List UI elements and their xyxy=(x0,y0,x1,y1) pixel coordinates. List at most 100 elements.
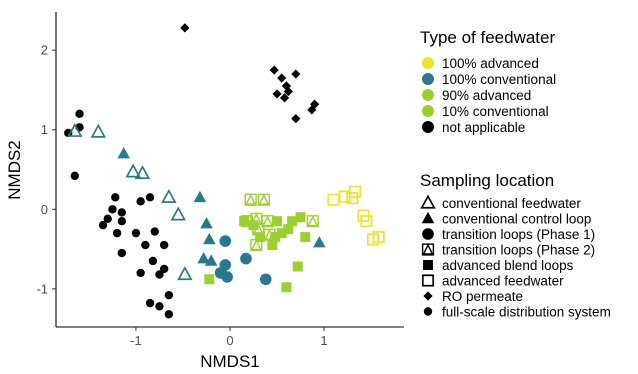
full_scale-point-8-dot xyxy=(145,193,155,202)
full_scale-point-15 xyxy=(141,240,150,250)
legend-shape-key-advanced_blend-square xyxy=(423,260,433,270)
advanced_blend-point-4 xyxy=(276,228,287,239)
advanced_blend-point-6-square xyxy=(287,216,298,227)
full_scale-point-1-dot xyxy=(75,109,84,119)
ro_permeate-point-9 xyxy=(307,105,317,115)
y-tick-label-1: 0 xyxy=(41,202,48,217)
transition_p1-point-5 xyxy=(259,273,272,286)
full_scale-point-18-dot xyxy=(148,256,158,266)
full_scale-point-23-dot xyxy=(155,302,164,311)
conventional_control-point-2 xyxy=(200,216,213,229)
advanced_feedwater-point-2-square xyxy=(349,185,362,198)
legend-shape-key-advanced_feedwater-square xyxy=(421,274,435,287)
ro_permeate-point-6-diamond xyxy=(283,86,293,97)
conventional_feedwater-point-0-triangle xyxy=(67,122,83,137)
conventional_control-point-0 xyxy=(117,146,130,159)
legend-shape-label-transition_p1: transition loops (Phase 1) xyxy=(442,227,595,242)
advanced_blend-point-1 xyxy=(248,220,259,231)
transition_p1-point-5-dot xyxy=(259,273,272,286)
legend-shape-key-conventional_feedwater xyxy=(420,194,436,209)
full_scale-point-11-dot xyxy=(98,220,108,230)
full_scale-point-14 xyxy=(150,227,159,236)
legend-color-label-ninety_advanced: 90% advanced xyxy=(442,88,531,103)
conventional_control-point-6-triangle xyxy=(197,251,210,264)
ro_permeate-point-1 xyxy=(269,65,279,75)
transition_p2-point-0-triangle xyxy=(245,193,257,205)
y-tick-label-3: 2 xyxy=(41,43,48,58)
advanced_blend-point-9-square xyxy=(272,216,283,227)
ro_permeate-point-0 xyxy=(180,23,190,33)
ro_permeate-point-8-diamond xyxy=(310,99,320,109)
legend-shape-key-transition_p1-dot xyxy=(422,228,434,240)
x-tick-label-0: -1 xyxy=(130,333,142,348)
advanced_blend-point-0 xyxy=(239,216,250,227)
ro_permeate-point-5 xyxy=(272,89,282,99)
advanced_blend-point-4-square xyxy=(276,228,287,239)
full_scale-point-13 xyxy=(131,228,141,238)
conventional_feedwater-point-6-triangle xyxy=(177,266,193,281)
full_scale-point-6 xyxy=(117,208,127,217)
full_scale-point-21-dot xyxy=(145,298,155,308)
full_scale-point-13-dot xyxy=(131,228,141,238)
ro_permeate-point-3 xyxy=(291,69,301,79)
full_scale-point-1 xyxy=(75,109,84,119)
conventional_feedwater-point-2-triangle xyxy=(125,163,141,178)
full_scale-point-10-dot xyxy=(117,217,127,226)
advanced_blend-point-7 xyxy=(295,212,306,223)
legend-color-title: Type of feedwater xyxy=(420,28,555,47)
x-tick-label-2: 1 xyxy=(320,333,327,348)
full_scale-point-11 xyxy=(98,220,108,230)
legend-shape-key-full_scale-dot xyxy=(423,307,433,316)
conventional_control-point-3-triangle xyxy=(203,232,216,245)
ro_permeate-point-2-diamond xyxy=(277,73,287,83)
advanced_blend-point-11-square xyxy=(292,261,303,272)
advanced_blend-point-9 xyxy=(272,216,283,227)
legend-shape-label-transition_p2: transition loops (Phase 2) xyxy=(442,242,595,257)
legend-shape-key-ro_permeate-diamond xyxy=(423,291,433,301)
legend-color-key-ten_conventional xyxy=(422,105,434,117)
advanced_feedwater-point-5-square xyxy=(360,215,373,228)
full_scale-point-6-dot xyxy=(117,208,127,217)
full_scale-point-18 xyxy=(148,256,158,266)
conventional_control-point-5-triangle xyxy=(313,236,326,248)
conventional_control-point-5 xyxy=(313,236,326,248)
conventional_control-point-1 xyxy=(193,190,207,203)
full_scale-point-3 xyxy=(70,171,80,181)
advanced_blend-point-1-square xyxy=(248,220,259,231)
conventional_feedwater-point-4-triangle xyxy=(161,188,177,203)
legend-color-label-advanced: 100% advanced xyxy=(442,56,539,71)
conventional_feedwater-point-0 xyxy=(67,122,83,137)
legend-color-label-conventional: 100% conventional xyxy=(442,72,556,87)
full_scale-point-3-dot xyxy=(70,171,80,181)
advanced_blend-point-5 xyxy=(283,224,294,235)
legend-color-key-not_applicable xyxy=(422,121,434,133)
ro_permeate-point-3-diamond xyxy=(291,69,301,79)
full_scale-point-20 xyxy=(136,268,145,278)
full_scale-point-17-dot xyxy=(117,248,127,258)
legend-shape-key-transition_p2 xyxy=(421,243,435,256)
transition_p1-point-4-dot xyxy=(240,252,252,265)
full_scale-point-22-dot xyxy=(164,290,174,300)
full_scale-point-8 xyxy=(145,193,155,202)
full_scale-point-9 xyxy=(103,214,112,224)
conventional_feedwater-point-3-triangle xyxy=(134,165,151,180)
conventional_feedwater-point-5 xyxy=(170,206,186,221)
advanced_feedwater-point-0-square xyxy=(327,193,340,206)
advanced_blend-point-2 xyxy=(255,232,266,243)
full_scale-point-21 xyxy=(145,298,155,308)
legend-color-label-ten_conventional: 10% conventional xyxy=(442,104,549,119)
full_scale-point-25 xyxy=(159,264,169,274)
legend-color-label-not_applicable: not applicable xyxy=(442,120,525,135)
ro_permeate-point-10-diamond xyxy=(291,113,301,124)
transition_p1-point-4 xyxy=(240,252,252,265)
legend-shape-title: Sampling location xyxy=(420,171,554,190)
advanced_feedwater-point-3-square xyxy=(346,192,359,205)
transition_p2-point-1 xyxy=(257,193,270,206)
transition_p2-point-6-triangle xyxy=(250,239,262,251)
advanced_blend-point-3-square xyxy=(270,232,281,243)
legend-shape-label-ro_permeate: RO permeate xyxy=(442,289,523,304)
full_scale-point-7-dot xyxy=(136,197,145,206)
conventional_control-point-2-triangle xyxy=(200,216,213,229)
axes: NMDS1 NMDS2 -1 0 1 -1 0 1 2 xyxy=(5,12,404,371)
